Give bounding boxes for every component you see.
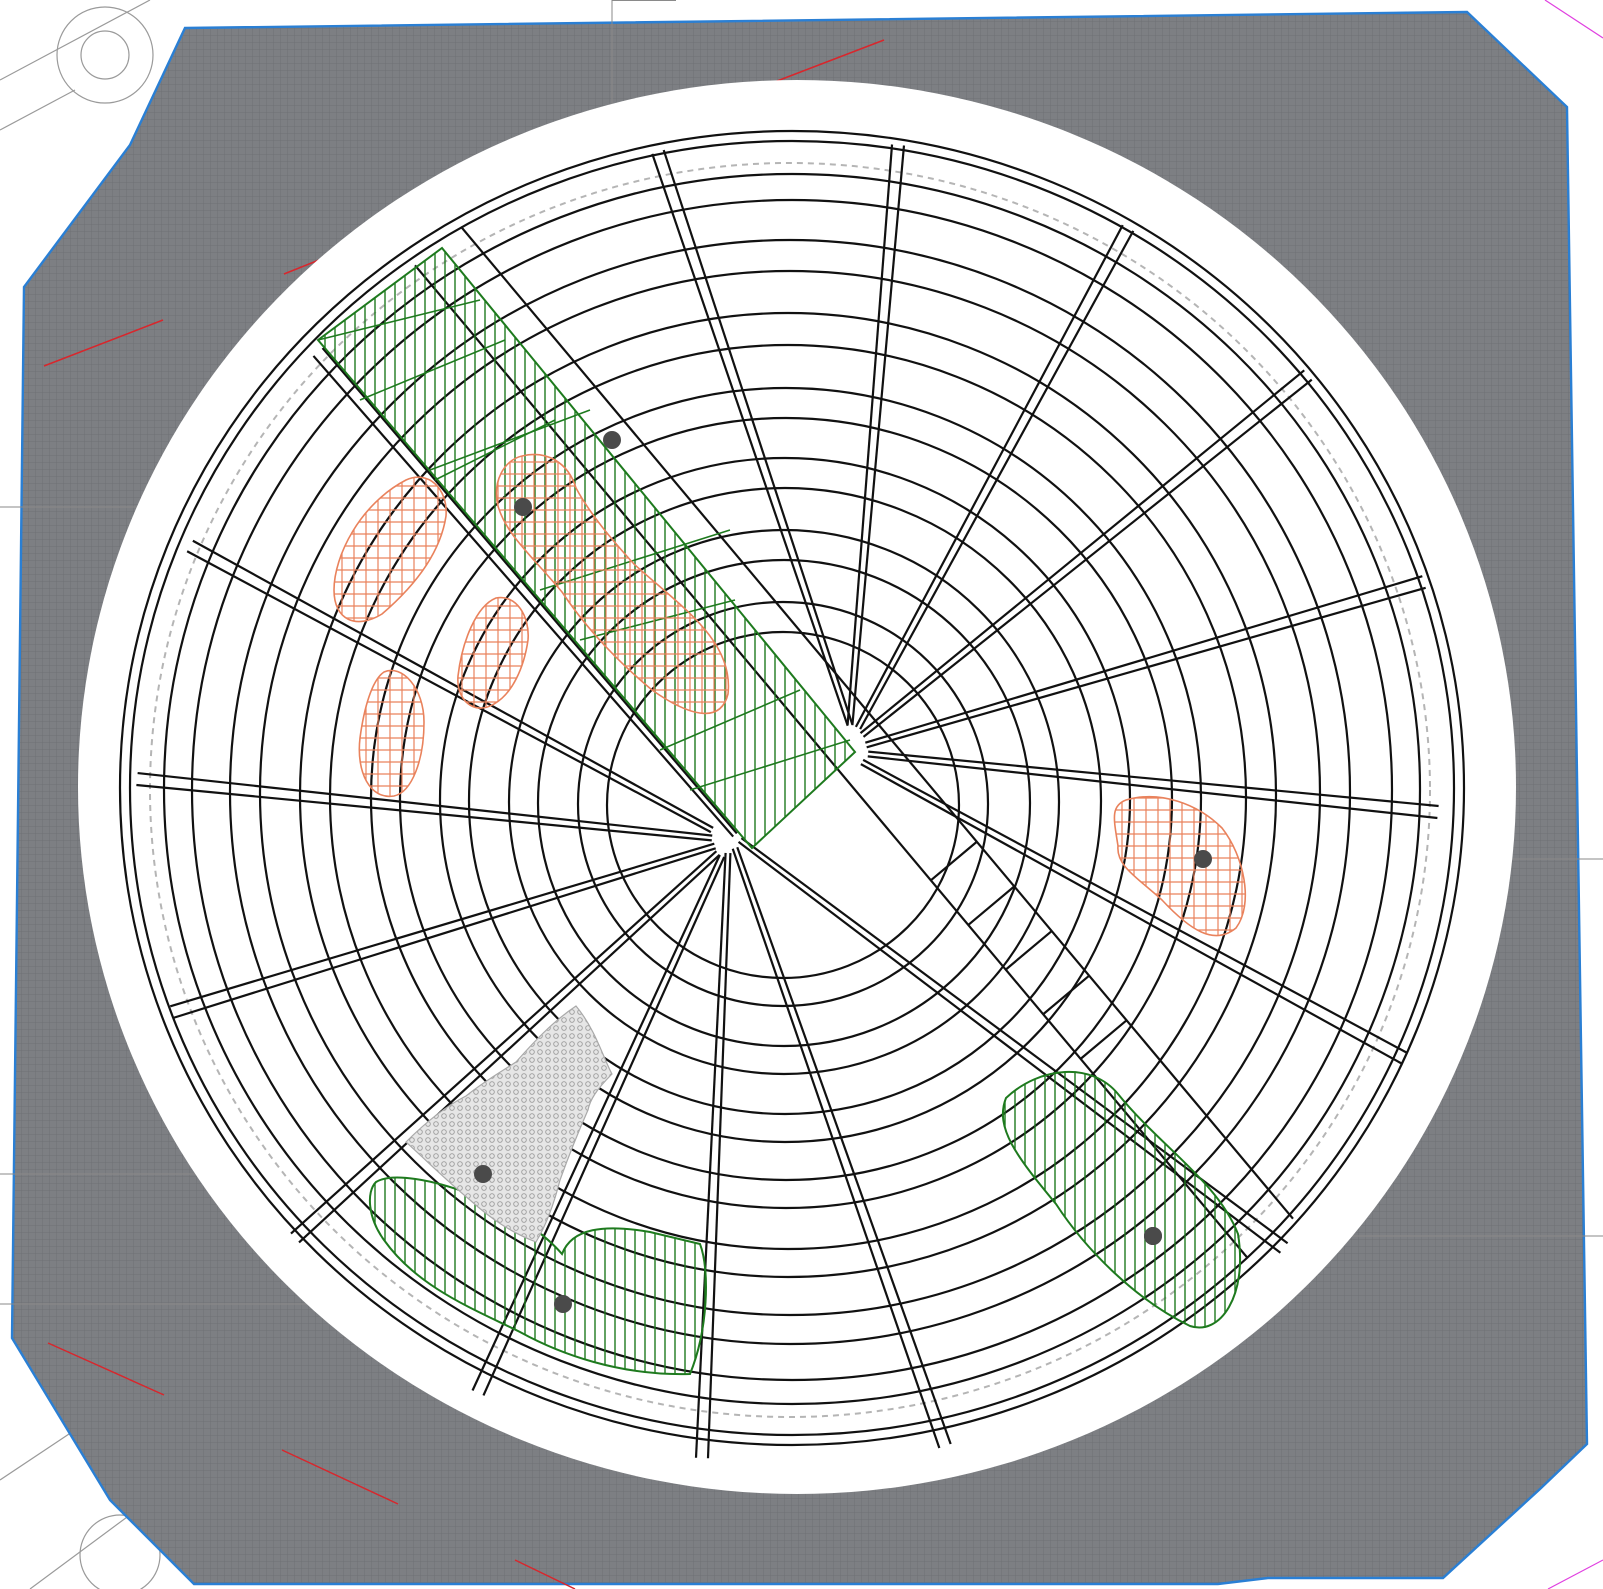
lattice-part[interactable] (118, 129, 1466, 1459)
spoke-2-a (846, 144, 894, 725)
beam-rung (967, 885, 1015, 926)
green-cross-stroke (689, 739, 851, 791)
ring-7 (298, 311, 1278, 1279)
spoke-4-a (859, 369, 1305, 734)
spoke-3-a (854, 224, 1124, 728)
orange-region-left-middle (457, 596, 529, 709)
green-cross-stroke (317, 299, 481, 341)
green-cross-stroke (359, 339, 506, 401)
green-cross-stroke (659, 689, 801, 751)
seam-marker-4 (474, 1165, 492, 1183)
ring-1 (118, 129, 1466, 1447)
spoke-16-a (312, 355, 735, 838)
ring-13 (507, 528, 1061, 1076)
spoke-6-b (867, 755, 1438, 820)
spoke-5-b (866, 586, 1426, 749)
orange-region-right (1113, 796, 1247, 937)
spoke-5-a (865, 575, 1423, 744)
ring-15 (576, 600, 990, 1008)
spoke-13-a (173, 847, 717, 1019)
spoke-4-b (862, 378, 1313, 738)
ring-14 (536, 558, 1032, 1048)
spoke-7-a (862, 758, 1408, 1054)
spoke-1-b (662, 149, 854, 725)
seam-marker-2 (514, 498, 532, 516)
beam-edge-b (460, 226, 1294, 1220)
spoke-15-b (192, 539, 714, 829)
seam-ring (149, 162, 1431, 1418)
seam-marker-5 (554, 1295, 572, 1313)
gray-dotted-region (405, 1005, 613, 1243)
seam-marker-7 (1144, 1227, 1162, 1245)
spoke-16-b (321, 347, 738, 835)
ring-12 (467, 486, 1103, 1116)
spoke-14-a (136, 783, 712, 842)
beam-rung (930, 840, 978, 882)
beam-rung (1042, 974, 1090, 1016)
spoke-1-a (651, 153, 849, 727)
orange-region-left-upper (333, 476, 447, 623)
spoke-2-b (851, 145, 906, 726)
beam-rung (1079, 1019, 1128, 1060)
bed-circle-bottom (79, 1514, 161, 1589)
spoke-3-b (859, 230, 1135, 730)
green-cross-stroke (429, 409, 591, 471)
orange-region-left-lower (358, 669, 425, 798)
seam-markers[interactable] (474, 431, 1212, 1313)
magenta-lines (1544, 0, 1603, 1589)
seam-marker-3 (1194, 850, 1212, 868)
spoke-9-b (731, 848, 941, 1449)
bed-circle-inner (80, 30, 130, 80)
ring-5 (228, 238, 1352, 1346)
spoke-14-b (137, 771, 713, 837)
spoke-6-a (868, 750, 1439, 808)
spoke-10-b (694, 852, 727, 1458)
spoke-15-a (186, 550, 712, 834)
spoke-7-b (860, 763, 1402, 1065)
green-region-lower-right (1001, 1071, 1241, 1329)
background-bed-art (0, 0, 161, 1589)
paint-regions[interactable] (316, 246, 1247, 1376)
seam-marker-1 (603, 431, 621, 449)
ring-3 (162, 172, 1422, 1406)
beam-rung (1005, 930, 1053, 971)
ring-2 (128, 139, 1456, 1437)
spoke-12-b (290, 850, 718, 1235)
spoke-10-a (706, 853, 732, 1459)
orange-region-beam (495, 453, 730, 715)
spoke-12-a (298, 853, 721, 1244)
ring-6 (258, 269, 1322, 1317)
spoke-9-a (736, 846, 952, 1445)
spoke-13-b (169, 842, 715, 1008)
green-cross-stroke (434, 419, 556, 481)
bed-circle-outer (56, 6, 154, 104)
